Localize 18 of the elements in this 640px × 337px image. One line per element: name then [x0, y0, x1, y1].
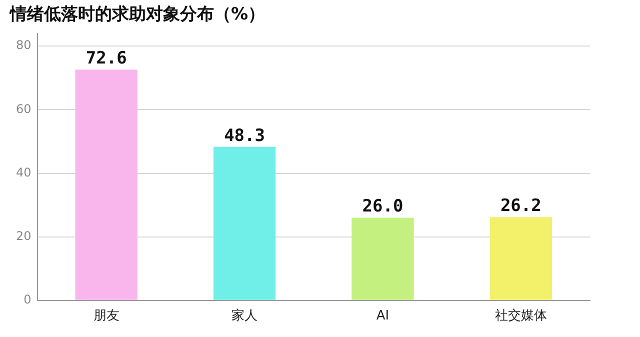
data-label: 72.6 — [86, 48, 127, 69]
data-label: 26.2 — [500, 196, 542, 216]
bar — [213, 146, 276, 300]
chart-title: 情绪低落时的求助对象分布（%） — [9, 4, 266, 25]
y-tick-label: 20 — [16, 228, 32, 243]
bar — [75, 70, 138, 300]
x-tick-label: 家人 — [232, 308, 258, 324]
y-tick-label: 0 — [24, 292, 32, 307]
y-tick-label: 40 — [16, 165, 32, 180]
bar — [490, 217, 552, 300]
x-tick-label: 社交媒体 — [494, 308, 547, 324]
bar — [352, 218, 414, 300]
x-tick-label: AI — [376, 308, 390, 324]
y-tick-label: 60 — [16, 102, 32, 116]
data-label: 48.3 — [224, 126, 266, 146]
x-tick-label: 朋友 — [93, 308, 120, 324]
y-tick-label: 80 — [16, 38, 32, 52]
data-label: 26.0 — [362, 196, 404, 217]
